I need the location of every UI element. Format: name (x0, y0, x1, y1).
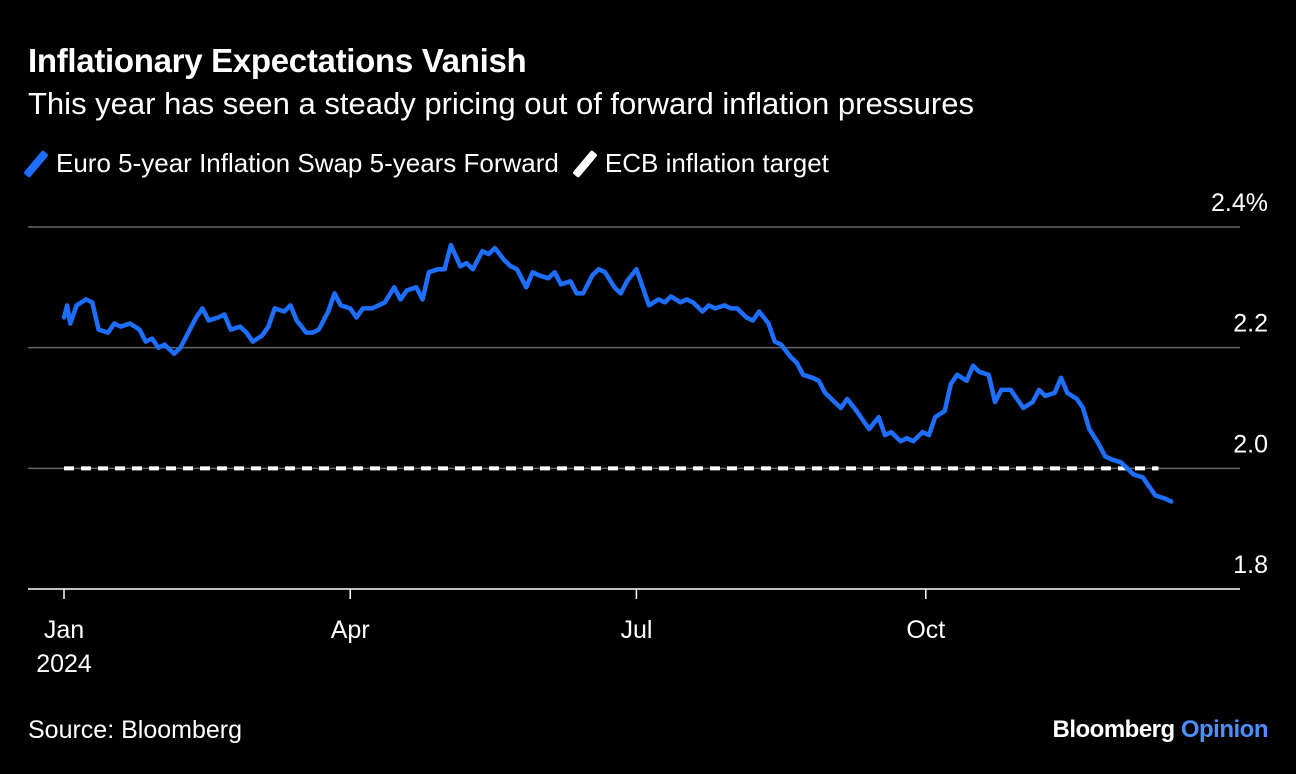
line-chart: 2.4% 2.2 2.0 1.8 Jan 2024 Apr Jul Oct (28, 189, 1268, 678)
legend-item-target: ECB inflation target (572, 148, 829, 179)
x-tick-label: Jul (620, 616, 652, 644)
series-line-inflation-swap (61, 242, 1174, 504)
x-tick-label: Apr (331, 616, 370, 644)
x-tick-label: Oct (906, 616, 945, 644)
source-note: Source: Bloomberg (28, 716, 243, 744)
brand-logo: Bloomberg Opinion (1053, 716, 1269, 744)
legend: Euro 5-year Inflation Swap 5-years Forwa… (23, 148, 847, 179)
x-tick-label: Jan (44, 616, 84, 644)
legend-label-target: ECB inflation target (604, 148, 829, 178)
y-tick-label: 2.0 (1233, 430, 1268, 458)
y-tick-label: 1.8 (1233, 551, 1268, 579)
chart-title: Inflationary Expectations Vanish (28, 42, 527, 79)
legend-label-swap: Euro 5-year Inflation Swap 5-years Forwa… (56, 148, 559, 178)
y-tick-label: 2.4% (1211, 189, 1268, 217)
logo-main: Bloomberg (1052, 716, 1176, 743)
legend-item-swap: Euro 5-year Inflation Swap 5-years Forwa… (23, 148, 559, 179)
logo-accent: Opinion (1180, 716, 1269, 743)
x-tick-sublabel: 2024 (36, 650, 92, 678)
chart-subtitle: This year has seen a steady pricing out … (28, 86, 974, 121)
y-tick-label: 2.2 (1233, 310, 1268, 338)
